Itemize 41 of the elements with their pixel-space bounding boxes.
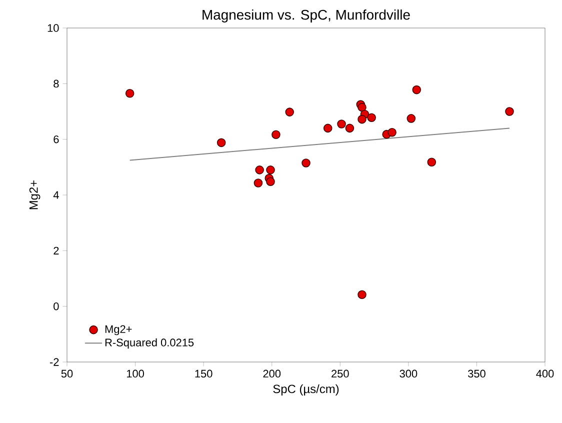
legend-label: R-Squared 0.0215	[105, 338, 194, 349]
legend-label: Mg2+	[105, 325, 132, 336]
point	[358, 102, 366, 112]
point	[272, 130, 280, 139]
point	[388, 128, 396, 137]
x-tick-label: 400	[536, 370, 554, 378]
point	[285, 108, 294, 116]
y-tick-label: 8	[54, 80, 59, 88]
point	[266, 166, 275, 174]
point	[358, 114, 366, 124]
y-axis-title: Mg2+	[29, 180, 40, 210]
y-tick-label: 6	[54, 135, 59, 144]
x-tick-label: 50	[61, 370, 73, 378]
x-tick-label: 350	[468, 370, 486, 378]
point	[337, 120, 346, 128]
point	[323, 124, 332, 133]
y-tick-label: 4	[53, 191, 59, 199]
point	[427, 158, 436, 167]
y-tick-label: 0	[54, 302, 59, 310]
y-tick-label: 10	[48, 24, 59, 32]
point	[266, 177, 275, 186]
point	[216, 138, 226, 148]
y-tick-label: -2	[50, 358, 59, 366]
point	[505, 107, 514, 116]
point	[254, 178, 263, 188]
point	[255, 166, 264, 174]
x-tick-label: 200	[263, 370, 281, 378]
point	[367, 113, 376, 122]
y-tick-label: 2	[54, 246, 59, 254]
chart-title: Magnesium vs. SpC, Munfordville	[202, 9, 410, 22]
point	[345, 124, 354, 133]
x-tick-label: 100	[126, 370, 144, 378]
point	[302, 158, 310, 168]
x-tick-label: 150	[195, 370, 212, 378]
point	[406, 114, 416, 123]
x-tick-label: 300	[400, 370, 418, 378]
x-axis-title: SpC (µs/cm)	[273, 384, 339, 396]
x-tick-label: 250	[332, 370, 349, 378]
point	[125, 89, 134, 98]
point	[412, 85, 422, 94]
point	[358, 290, 366, 300]
